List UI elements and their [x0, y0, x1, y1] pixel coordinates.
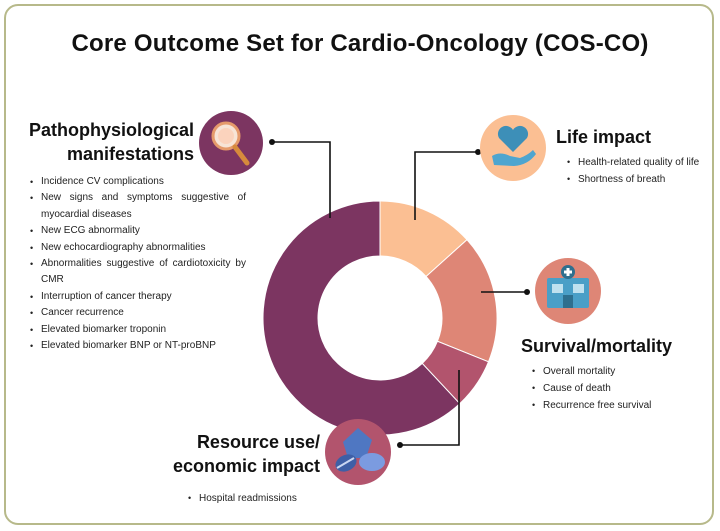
survival-list: Overall mortality Cause of death Recurre…: [532, 363, 651, 414]
list-item: Cancer recurrence: [30, 305, 246, 322]
segment-resource-use: [421, 340, 490, 405]
list-item: Abnormalities suggestive of cardiotoxici…: [30, 256, 246, 289]
connector-dot: [269, 139, 275, 145]
connector-dot: [397, 442, 403, 448]
heading-line: Pathophysiological: [28, 120, 194, 140]
life-impact-list: Health-related quality of life Shortness…: [567, 154, 699, 188]
heading-pathophysiological: Pathophysiological manifestations: [24, 118, 194, 166]
pathophysiological-list: Incidence CV complications New signs and…: [30, 174, 246, 355]
magnifier-icon: [199, 111, 263, 175]
infographic-title: Core Outcome Set for Cardio-Oncology (CO…: [71, 30, 649, 57]
list-item: New echocardiography abnormalities: [30, 240, 246, 257]
connector-dot: [475, 149, 481, 155]
list-item: Health-related quality of life: [567, 154, 699, 171]
list-item: Overall mortality: [532, 363, 651, 380]
connector-pathophysiological: [272, 141, 331, 218]
heading-line: Resource use/: [196, 432, 320, 452]
heading-survival-mortality: Survival/mortality: [521, 336, 673, 356]
connector-dot: [524, 289, 530, 295]
resource-list: Hospital readmissions: [188, 493, 297, 504]
heart-in-hand-icon: [480, 115, 546, 181]
list-item: Elevated biomarker troponin: [30, 322, 246, 339]
heading-line: manifestations: [66, 144, 194, 164]
heading-line: economic impact: [172, 456, 320, 476]
list-item: Interruption of cancer therapy: [30, 289, 246, 306]
list-item: New ECG abnormality: [30, 223, 246, 240]
list-item: Incidence CV complications: [30, 174, 246, 191]
list-item: Cause of death: [532, 380, 651, 397]
list-item: New signs and symptoms suggestive of myo…: [30, 190, 246, 223]
list-item: Shortness of breath: [567, 171, 699, 188]
connector-life-impact: [414, 151, 478, 220]
hospital-icon: [535, 258, 601, 324]
pills-icon: [325, 419, 391, 485]
heading-life-impact: Life impact: [556, 127, 652, 147]
list-item: Hospital readmissions: [188, 493, 297, 504]
list-item: Elevated biomarker BNP or NT-proBNP: [30, 338, 246, 355]
heading-resource-use: Resource use/ economic impact: [170, 430, 320, 478]
list-item: Recurrence free survival: [532, 397, 651, 414]
connector-resource: [400, 370, 460, 446]
